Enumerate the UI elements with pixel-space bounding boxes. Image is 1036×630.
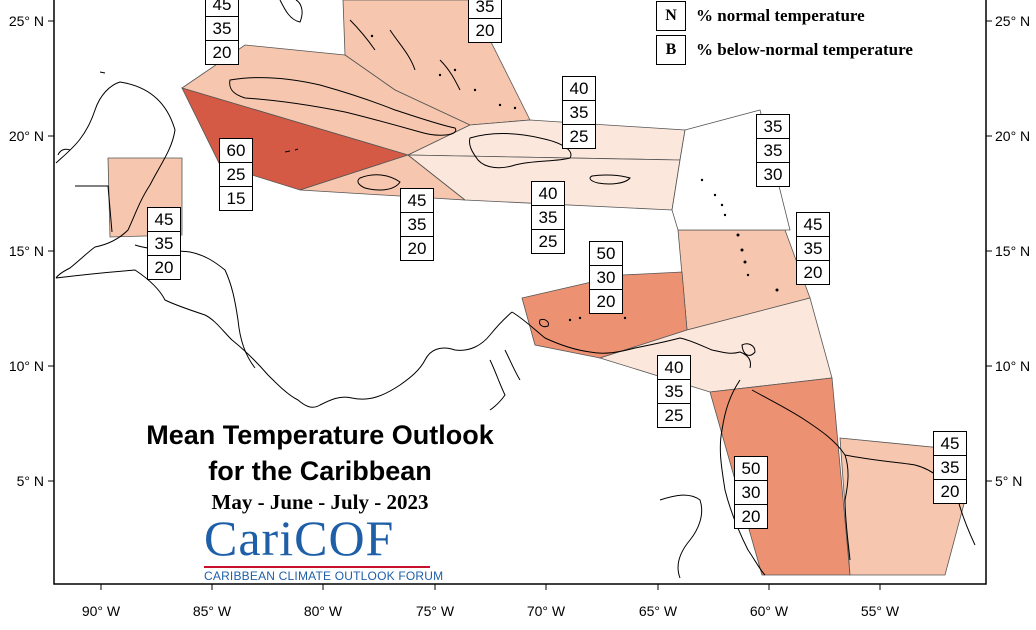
lon-label: 80° W <box>304 603 343 619</box>
prob-below: 20 <box>596 292 616 311</box>
prob-above: 40 <box>658 356 690 380</box>
lon-label: 85° W <box>193 603 232 619</box>
prob-normal: 35 <box>401 213 433 237</box>
legend-label-normal: % normal temperature <box>696 6 865 25</box>
zone-guyana <box>709 377 851 576</box>
lat-label: 20° N <box>9 128 44 144</box>
logo-part2: COF <box>294 510 395 566</box>
lon-label: 75° W <box>416 603 455 619</box>
lat-label: 25° N <box>995 13 1030 29</box>
tick-marks <box>48 20 992 590</box>
map-frame <box>53 0 987 585</box>
lat-labels-left: 25° N 20° N 15° N 10° N 5° N <box>9 13 44 489</box>
prob-box-belize: 45 35 20 <box>147 207 181 280</box>
legend-key-n: N <box>656 1 686 31</box>
prob-above: 40 <box>563 77 595 101</box>
prob-above: 35 <box>757 115 789 139</box>
prob-normal: 35 <box>797 237 829 261</box>
prob-normal: 30 <box>590 266 622 290</box>
caricof-logo: CariCOF CARIBBEAN CLIMATE OUTLOOK FORUM <box>204 512 443 583</box>
lon-label: 65° W <box>639 603 678 619</box>
prob-above: 45 <box>797 213 829 237</box>
prob-box-northern-leewards: 35 35 30 <box>756 114 790 187</box>
prob-above: 45 <box>148 208 180 232</box>
prob-below: 20 <box>407 239 427 258</box>
lat-label: 15° N <box>9 243 44 259</box>
lat-label: 20° N <box>995 128 1030 144</box>
prob-normal: 35 <box>206 17 238 41</box>
prob-normal: 35 <box>563 101 595 125</box>
prob-box-western-cuba-cayman: 60 25 15 <box>219 138 253 211</box>
prob-normal: 35 <box>757 139 789 163</box>
prob-box-suriname-french-guiana: 45 35 20 <box>933 431 967 504</box>
prob-above: 45 <box>401 189 433 213</box>
lat-label: 5° N <box>17 473 44 489</box>
prob-box-jamaica-eastern-cuba: 45 35 20 <box>400 188 434 261</box>
prob-normal: 35 <box>532 206 564 230</box>
small-islands <box>370 34 779 322</box>
prob-normal: 35 <box>469 0 501 19</box>
lat-label: 25° N <box>9 13 44 29</box>
prob-above: 45 <box>206 0 238 17</box>
lat-label: 10° N <box>995 358 1030 374</box>
lon-label: 55° W <box>861 603 900 619</box>
prob-normal: 35 <box>934 456 966 480</box>
prob-below: 20 <box>940 482 960 501</box>
prob-box-florida-bahamas-west: 45 35 20 <box>205 0 239 65</box>
logo-subtitle: CARIBBEAN CLIMATE OUTLOOK FORUM <box>204 569 444 583</box>
prob-normal: 35 <box>148 232 180 256</box>
prob-below: 30 <box>763 165 783 184</box>
legend-normal: N % normal temperature <box>656 1 865 31</box>
prob-below: 20 <box>154 258 174 277</box>
logo-divider <box>204 566 430 568</box>
prob-above: 60 <box>220 139 252 163</box>
prob-below: 20 <box>475 21 495 40</box>
prob-above: 50 <box>590 242 622 266</box>
prob-below: 20 <box>212 43 232 62</box>
prob-below: 20 <box>741 507 761 526</box>
shaded-zones <box>107 0 966 576</box>
prob-below: 25 <box>538 232 558 251</box>
lat-labels-right: 25° N 20° N 15° N 10° N 5° N <box>995 13 1030 489</box>
map-title-line1: Mean Temperature Outlook <box>146 420 494 450</box>
logo-wordmark: CariCOF <box>204 512 443 564</box>
map-title-line2: for the Caribbean <box>208 456 432 486</box>
logo-part1: Cari <box>204 510 295 566</box>
prob-normal: 35 <box>658 380 690 404</box>
prob-above: 50 <box>735 457 767 481</box>
lon-label: 70° W <box>527 603 566 619</box>
lat-label: 15° N <box>995 243 1030 259</box>
lat-label: 5° N <box>995 473 1022 489</box>
prob-box-bahamas-turks: 35 20 <box>468 0 502 43</box>
prob-below: 25 <box>569 127 589 146</box>
prob-below: 15 <box>226 189 246 208</box>
prob-box-abc-islands: 50 30 20 <box>589 241 623 314</box>
prob-box-puerto-rico-hispaniola: 40 35 25 <box>531 181 565 254</box>
lon-label: 90° W <box>82 603 121 619</box>
prob-normal: 30 <box>735 481 767 505</box>
forecast-period: May - June - July - 2023 <box>211 490 429 514</box>
prob-box-hispaniola-north: 40 35 25 <box>562 76 596 149</box>
prob-below: 20 <box>803 263 823 282</box>
prob-below: 25 <box>664 406 684 425</box>
legend-label-below: % below-normal temperature <box>696 40 913 59</box>
prob-normal: 25 <box>220 163 252 187</box>
prob-box-trinidad-tobago: 40 35 25 <box>657 355 691 428</box>
lat-label: 10° N <box>9 358 44 374</box>
prob-above: 45 <box>934 432 966 456</box>
prob-box-guyana: 50 30 20 <box>734 456 768 529</box>
legend-key-b: B <box>656 35 686 65</box>
legend-below: B % below-normal temperature <box>656 35 913 65</box>
prob-above: 40 <box>532 182 564 206</box>
lon-labels: 90° W 85° W 80° W 75° W 70° W 65° W 60° … <box>82 603 900 619</box>
prob-box-windward-islands: 45 35 20 <box>796 212 830 285</box>
lon-label: 60° W <box>750 603 789 619</box>
